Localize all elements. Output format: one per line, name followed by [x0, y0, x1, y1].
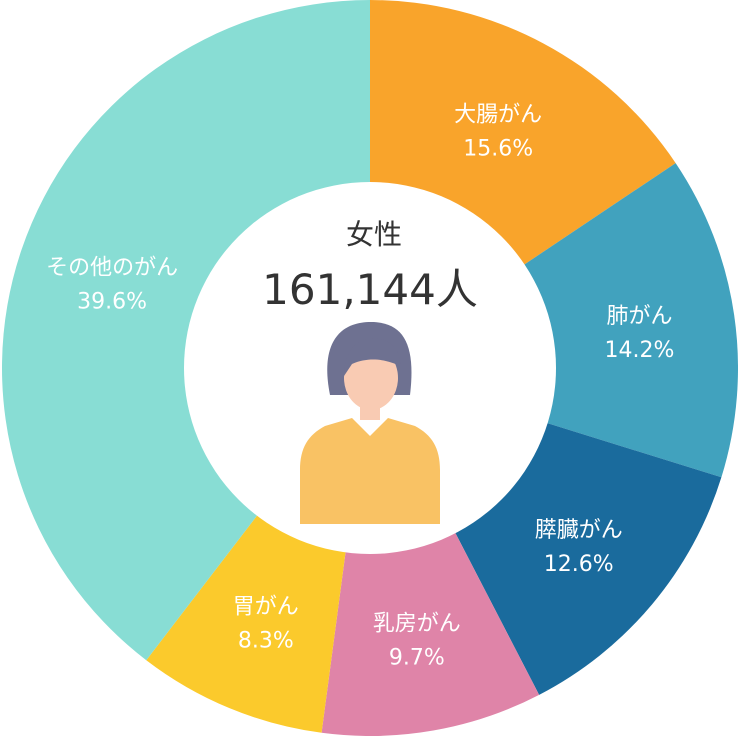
- slice-1: [370, 163, 738, 478]
- slice-value-label: 8.3%: [238, 629, 294, 654]
- slice-name-label: 肺がん: [606, 304, 672, 329]
- slice-5: [1, 0, 370, 661]
- slice-name-label: 大腸がん: [454, 103, 542, 128]
- slice-labels-group: 大腸がん 15.6% 肺がん 14.2% 膵臓がん 12.6% 乳房がん 9.7% 胃がん 8.3…: [46, 103, 674, 671]
- slice-value-label: 15.6%: [463, 137, 533, 162]
- slice-name-label: 乳房がん: [373, 611, 461, 636]
- slice-value-label: 39.6%: [77, 290, 147, 315]
- slice-value-label: 14.2%: [605, 338, 675, 363]
- avatar-bangs: [344, 338, 401, 376]
- slice-name-label: 胃がん: [233, 595, 299, 620]
- center-total: 161,144人: [262, 265, 478, 314]
- avatar-shirt: [300, 418, 440, 524]
- slice-name-label: 膵臓がん: [535, 518, 623, 543]
- avatar-face: [344, 346, 398, 410]
- slice-value-label: 9.7%: [389, 645, 445, 670]
- slice-name-label: その他のがん: [46, 256, 178, 281]
- center-title: 女性: [346, 218, 402, 251]
- woman-avatar-icon: [300, 322, 440, 524]
- slice-value-label: 12.6%: [544, 552, 614, 577]
